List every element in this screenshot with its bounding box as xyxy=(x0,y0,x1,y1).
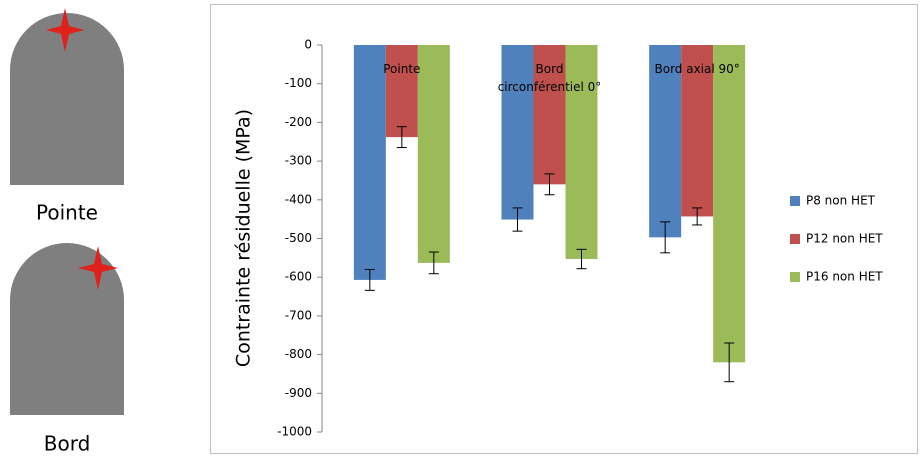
category-label: Bord axial 90° xyxy=(654,62,740,76)
chart: 0 -100 -200 -300 -400 -500 -600 -700 -800 -900 -10… xyxy=(277,38,883,439)
y-tick-label: -500 xyxy=(285,231,312,245)
error-bar xyxy=(724,342,735,383)
y-tick-label: -900 xyxy=(285,386,312,400)
error-bar xyxy=(544,173,555,196)
bar xyxy=(385,45,418,138)
error-bar xyxy=(428,251,439,275)
star-pointe xyxy=(46,8,84,52)
y-tick-label: -700 xyxy=(285,308,312,322)
category-label-box: Bord axial 90° xyxy=(654,62,740,76)
error-bar xyxy=(512,207,523,232)
category-label-box: Bord circonférentiel 0° xyxy=(497,62,602,94)
bar xyxy=(501,45,534,220)
illustrations: Pointe Bord xyxy=(10,8,124,456)
y-tick-label: -1000 xyxy=(277,425,312,439)
legend-swatch xyxy=(790,196,800,206)
error-bar xyxy=(576,248,587,270)
star-bord xyxy=(78,246,118,290)
legend-swatch xyxy=(790,234,800,244)
legend-label: P8 non HET xyxy=(806,194,876,208)
legend-swatch xyxy=(790,272,800,282)
category-label: Bord circonférentiel 0° xyxy=(497,62,602,94)
error-bar xyxy=(364,268,375,291)
bar xyxy=(353,45,386,280)
illustration-label: Pointe xyxy=(36,201,98,225)
y-tick-label: 0 xyxy=(304,38,312,52)
shape-pointe xyxy=(10,13,124,185)
bar xyxy=(713,45,746,363)
y-tick-label: -200 xyxy=(285,115,312,129)
error-bar xyxy=(660,221,671,254)
category-label: Pointe xyxy=(383,62,421,76)
bar xyxy=(417,45,450,263)
legend-label: P12 non HET xyxy=(806,232,883,246)
y-tick-label: -400 xyxy=(285,192,312,206)
y-tick-label: -100 xyxy=(285,76,312,90)
legend-label: P16 non HET xyxy=(806,270,883,284)
y-tick-label: -600 xyxy=(285,270,312,284)
bar xyxy=(681,45,714,217)
error-bar xyxy=(396,126,407,149)
illustration-label: Bord xyxy=(44,432,91,456)
error-bar xyxy=(692,207,703,226)
bar xyxy=(533,45,566,185)
y-tick-label: -800 xyxy=(285,347,312,361)
shape-bord xyxy=(10,243,124,415)
y-tick-label: -300 xyxy=(285,154,312,168)
category-label-box: Pointe xyxy=(383,62,421,76)
y-axis-label: Contrainte résiduelle (MPa) xyxy=(233,109,255,367)
bar xyxy=(565,45,598,260)
bar xyxy=(649,45,682,238)
